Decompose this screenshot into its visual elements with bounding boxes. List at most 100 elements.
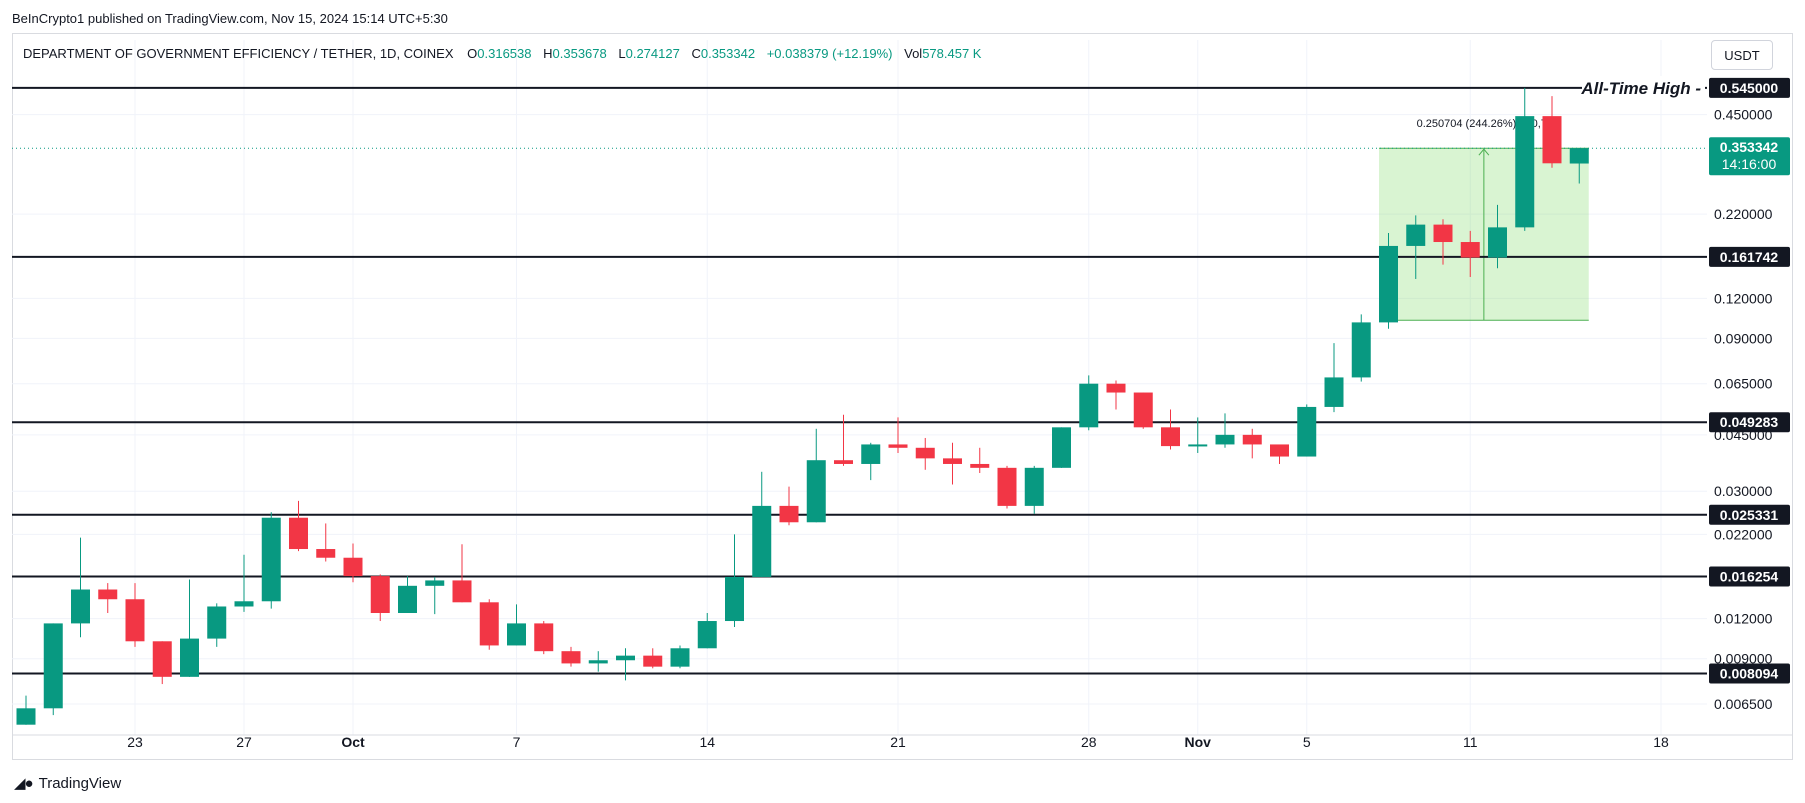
bullish-candle — [1515, 116, 1535, 228]
bearish-candle — [1106, 383, 1126, 393]
level-price-label: 0.016254 — [1720, 568, 1779, 584]
close-value: 0.353342 — [700, 46, 756, 61]
price-axis: 0.450000 0.220000 0.120000 0.090000 0.065000… — [1714, 107, 1773, 712]
bullish-candle — [180, 638, 199, 677]
bearish-candle — [1133, 392, 1153, 428]
high-value: 0.353678 — [552, 46, 607, 61]
bullish-candle — [425, 580, 445, 586]
level-price-tag — [1709, 663, 1790, 684]
bullish-candle — [1406, 224, 1426, 246]
bullish-candle — [725, 576, 744, 622]
price-tick-label: 0.120000 — [1714, 290, 1773, 306]
bearish-candle — [452, 580, 472, 603]
bearish-candle — [1161, 427, 1180, 447]
price-tick-label: 0.006500 — [1714, 696, 1773, 712]
bearish-candle — [1270, 444, 1289, 457]
price-tick-label: 0.030000 — [1714, 483, 1773, 499]
price-tick-label: 0.065000 — [1714, 376, 1773, 392]
time-tick-label: 21 — [890, 734, 906, 750]
level-price-label: 0.049283 — [1720, 414, 1779, 430]
symbol-legend: DEPARTMENT OF GOVERNMENT EFFICIENCY / TE… — [23, 46, 989, 61]
bearish-candle — [561, 651, 581, 664]
bearish-candle — [343, 557, 363, 577]
measurement-arrow-head — [1478, 148, 1490, 156]
tradingview-logo-icon: ◢● — [14, 775, 34, 792]
bullish-candle — [1024, 467, 1044, 506]
time-tick-label: Nov — [1185, 734, 1212, 750]
chart-frame — [12, 33, 1793, 760]
time-tick-label: 27 — [236, 734, 252, 750]
bullish-candle — [1488, 227, 1507, 258]
bullish-candle — [71, 589, 90, 624]
bearish-candle — [534, 623, 554, 652]
level-price-label: 0.008094 — [1720, 665, 1779, 681]
bearish-candle — [643, 655, 663, 667]
bullish-candle — [1297, 406, 1317, 457]
currency-button[interactable]: USDT — [1711, 40, 1773, 70]
tradingview-logo[interactable]: ◢● TradingView — [14, 774, 122, 793]
time-tick-label: 18 — [1653, 734, 1669, 750]
bullish-candle — [1188, 444, 1208, 447]
low-value: 0.274127 — [625, 46, 680, 61]
volume-label: Vol — [904, 46, 923, 61]
bearish-candle — [997, 467, 1017, 506]
bearish-candle — [1242, 434, 1262, 445]
level-price-tag — [1709, 412, 1790, 433]
bullish-candle — [43, 623, 63, 709]
bearish-candle — [98, 589, 118, 600]
price-tick-label: 0.012000 — [1714, 611, 1773, 627]
level-price-label: 0.025331 — [1720, 507, 1779, 523]
bullish-candle — [1569, 148, 1589, 164]
bearish-candle — [152, 641, 172, 677]
bearish-candle — [834, 460, 853, 464]
price-tick-label: 0.220000 — [1714, 206, 1773, 222]
annotation-background — [1582, 75, 1705, 100]
level-price-label: 0.545000 — [1720, 80, 1779, 96]
price-tick-label: 0.022000 — [1714, 526, 1773, 542]
bullish-candle — [234, 601, 254, 607]
bearish-candle — [779, 505, 799, 523]
time-tick-label: 5 — [1303, 734, 1311, 750]
high-label: H — [543, 46, 553, 61]
bearish-candle — [943, 458, 962, 464]
publisher-caption: BeInCrypto1 published on TradingView.com… — [12, 11, 448, 26]
bearish-candle — [370, 576, 390, 614]
bearish-candle — [888, 444, 908, 448]
candle-countdown: 14:16:00 — [1722, 156, 1777, 172]
time-tick-label: 7 — [513, 734, 521, 750]
level-price-tag — [1709, 77, 1790, 98]
bearish-candle — [1460, 242, 1480, 258]
open-label: O — [467, 46, 478, 61]
bullish-candle — [507, 623, 526, 646]
time-axis: 23 27 Oct 7 14 21 28 Nov 5 11 18 — [12, 734, 1793, 750]
bullish-candle — [1215, 434, 1235, 445]
candlestick-series — [16, 87, 1589, 725]
volume-value: 578.457 K — [922, 46, 982, 61]
bearish-candle — [479, 602, 499, 646]
bullish-candle — [588, 660, 608, 664]
price-tick-label: 0.009000 — [1714, 651, 1773, 667]
low-label: L — [618, 46, 626, 61]
level-price-tag — [1709, 246, 1790, 267]
bullish-candle — [861, 444, 881, 464]
measurement-label: 0.250704 (244.26%) 250,704 — [1417, 118, 1560, 130]
bullish-candle — [261, 517, 281, 602]
bullish-candle — [1052, 427, 1071, 468]
symbol-name: DEPARTMENT OF GOVERNMENT EFFICIENCY / TE… — [23, 46, 454, 61]
horizontal-levels: All-Time High -0.5450000.1617420.0492830… — [12, 75, 1790, 684]
price-tick-label: 0.450000 — [1714, 107, 1773, 123]
price-tick-label: 0.090000 — [1714, 330, 1773, 346]
tradingview-logo-text: TradingView — [38, 774, 122, 792]
bearish-candle — [289, 517, 308, 550]
time-tick-label: 11 — [1463, 734, 1478, 750]
bullish-candle — [16, 708, 36, 725]
bearish-candle — [1433, 224, 1453, 243]
bullish-candle — [752, 505, 772, 577]
all-time-high-annotation: All-Time High - — [1580, 79, 1701, 98]
open-value: 0.316538 — [477, 46, 532, 61]
level-price-label: 0.161742 — [1720, 249, 1779, 265]
price-tick-label: 0.045000 — [1714, 427, 1773, 443]
bearish-candle — [316, 549, 336, 558]
bullish-candle — [1351, 322, 1371, 378]
